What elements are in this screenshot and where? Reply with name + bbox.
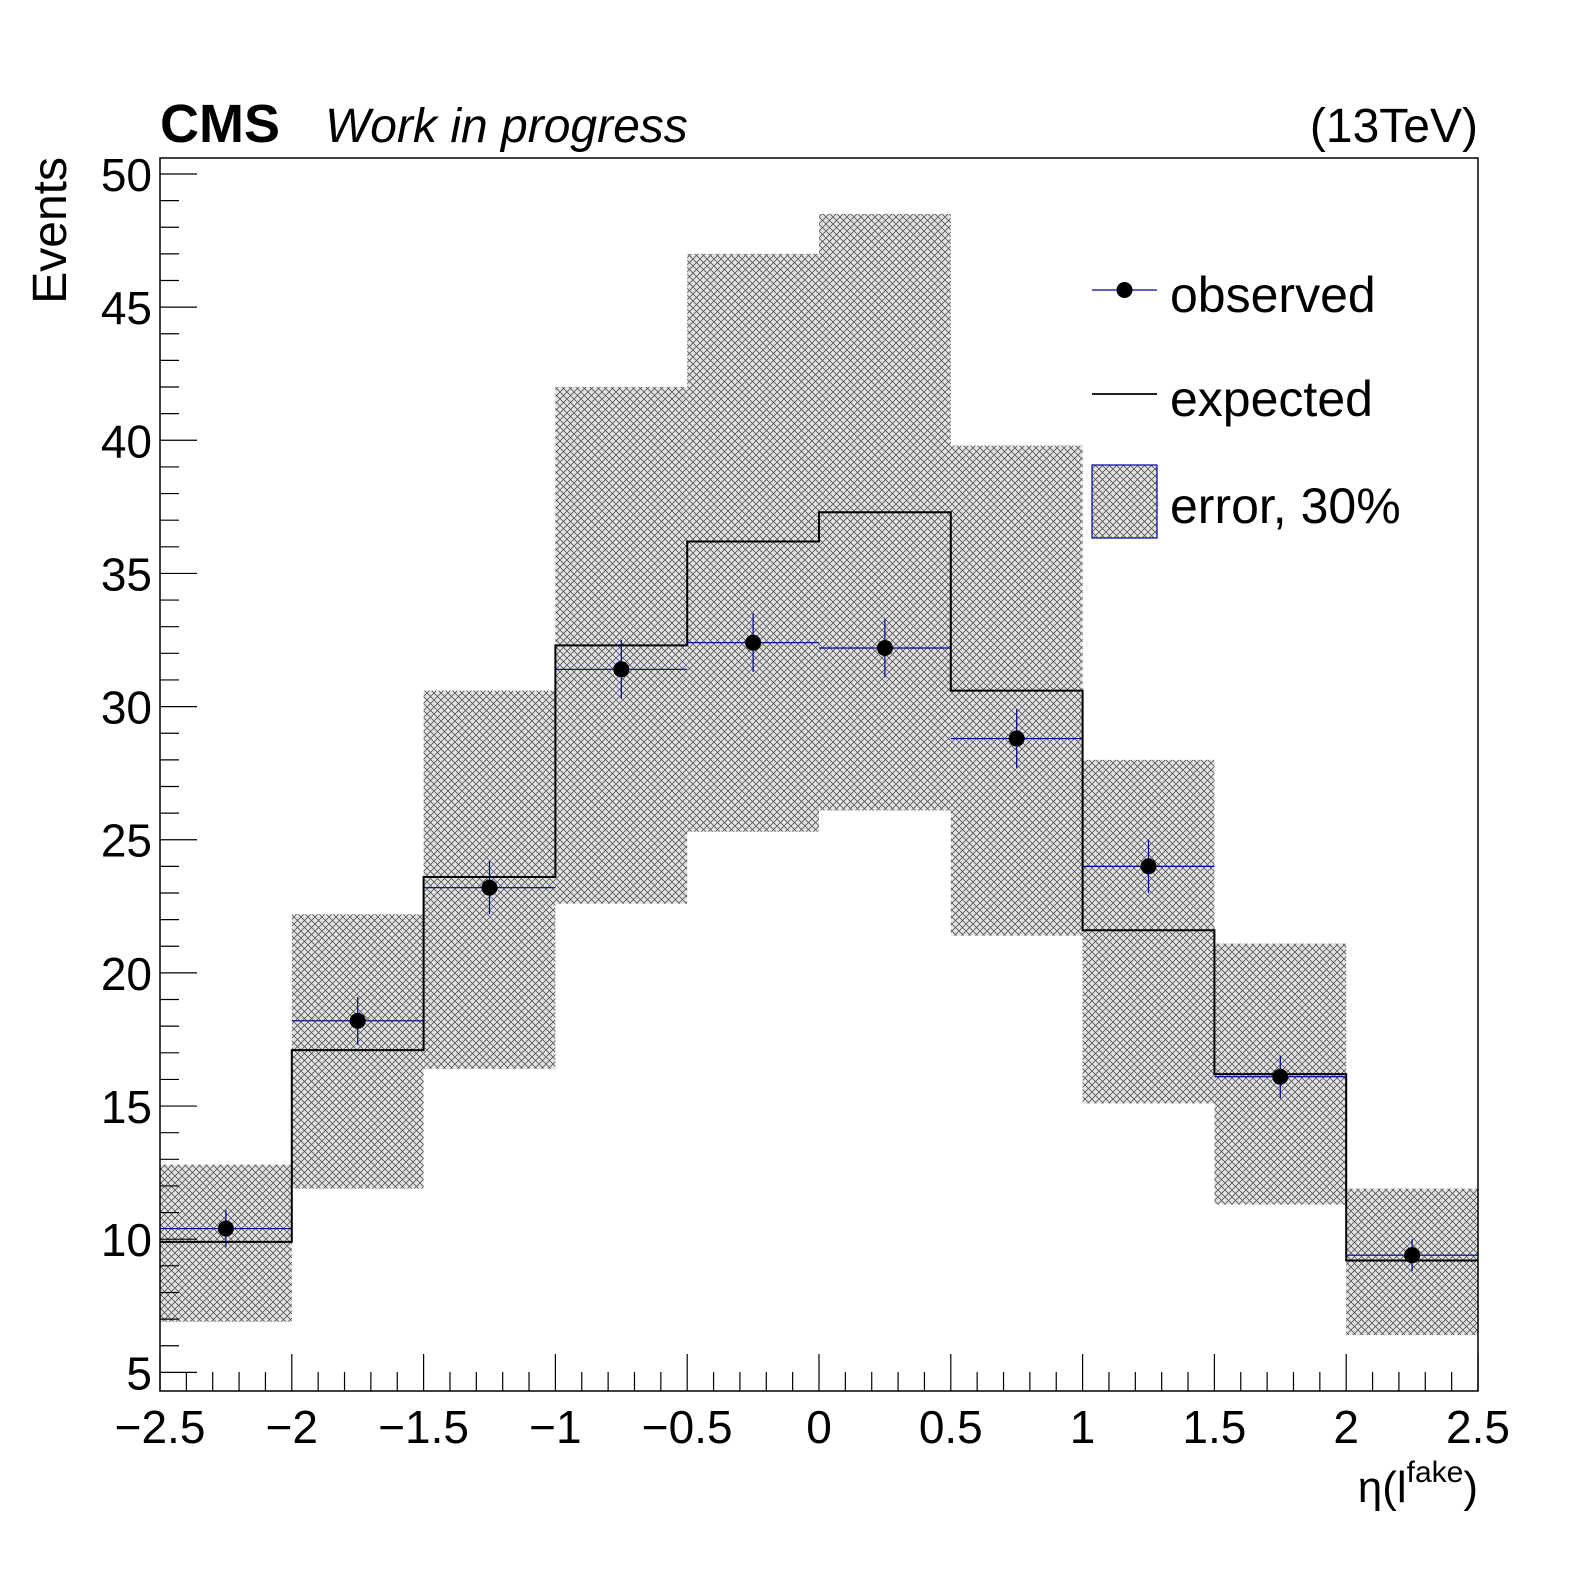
legend-observed-label: observed (1170, 267, 1376, 323)
y-axis-title: Events (24, 157, 77, 304)
y-tick-label: 20 (101, 948, 152, 1000)
x-axis-title-close: ) (1463, 1463, 1478, 1512)
legend-expected-label: expected (1170, 371, 1373, 427)
legend: observed expected error, 30% (1091, 267, 1401, 539)
y-axis: 5 10 15 20 25 30 35 40 45 50 (101, 149, 197, 1399)
x-tick-label: −2 (266, 1401, 318, 1453)
x-axis-title-sup: fake (1407, 1456, 1464, 1489)
legend-observed-marker (1116, 282, 1133, 298)
y-tick-label: 40 (101, 415, 152, 467)
x-tick-label: −1 (529, 1401, 581, 1453)
observed-point (745, 634, 762, 651)
energy-label: (13TeV) (1310, 100, 1478, 153)
y-tick-label: 5 (126, 1347, 152, 1399)
observed-point (1140, 858, 1157, 875)
y-tick-label: 10 (101, 1214, 152, 1266)
y-tick-label: 45 (101, 282, 152, 334)
legend-error-label: error, 30% (1170, 478, 1401, 534)
status-label: Work in progress (325, 100, 688, 153)
y-tick-label: 35 (101, 548, 152, 600)
observed-point (217, 1220, 234, 1237)
observed-point (876, 640, 893, 657)
observed-point (1404, 1247, 1421, 1264)
error-band-bin (291, 914, 424, 1189)
y-tick-label: 30 (101, 682, 152, 734)
observed-points-layer (160, 613, 1478, 1272)
observed-point (349, 1012, 366, 1029)
x-tick-label: 1.5 (1182, 1401, 1246, 1453)
observed-point (481, 879, 498, 896)
error-band-bin (1082, 759, 1215, 1104)
x-tick-label: 1 (1070, 1401, 1096, 1453)
x-axis-title-main: η(l (1358, 1463, 1407, 1512)
observed-point (1008, 730, 1025, 747)
x-tick-label: −1.5 (378, 1401, 469, 1453)
error-band-bin (687, 253, 819, 832)
x-tick-label: 0 (806, 1401, 832, 1453)
y-tick-label: 25 (101, 815, 152, 867)
x-tick-label: 0.5 (919, 1401, 983, 1453)
x-tick-label: 2 (1333, 1401, 1359, 1453)
x-tick-label: −2.5 (115, 1401, 206, 1453)
cms-label: CMS (160, 94, 280, 154)
y-tick-label: 50 (101, 149, 152, 201)
observed-point (613, 661, 630, 678)
legend-error-marker (1091, 464, 1158, 539)
observed-point (1272, 1068, 1289, 1085)
x-axis: −2.5 −2 −1.5 −1 −0.5 0 0.5 1 1.5 2 2.5 (115, 1354, 1510, 1453)
x-axis-title: η(lfake) (1358, 1456, 1478, 1512)
y-tick-label: 15 (101, 1081, 152, 1133)
x-tick-label: 2.5 (1446, 1401, 1510, 1453)
x-tick-label: −0.5 (642, 1401, 733, 1453)
